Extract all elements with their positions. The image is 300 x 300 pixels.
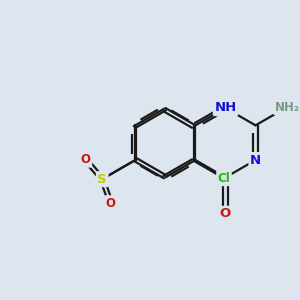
Text: O: O (106, 196, 116, 210)
Text: Cl: Cl (218, 172, 230, 185)
Text: NH₂: NH₂ (274, 100, 300, 114)
Text: O: O (81, 153, 91, 166)
Text: Cl: Cl (218, 102, 230, 116)
Text: N: N (250, 154, 261, 166)
Text: NH: NH (214, 101, 237, 115)
Text: S: S (98, 172, 107, 186)
Text: O: O (220, 207, 231, 220)
